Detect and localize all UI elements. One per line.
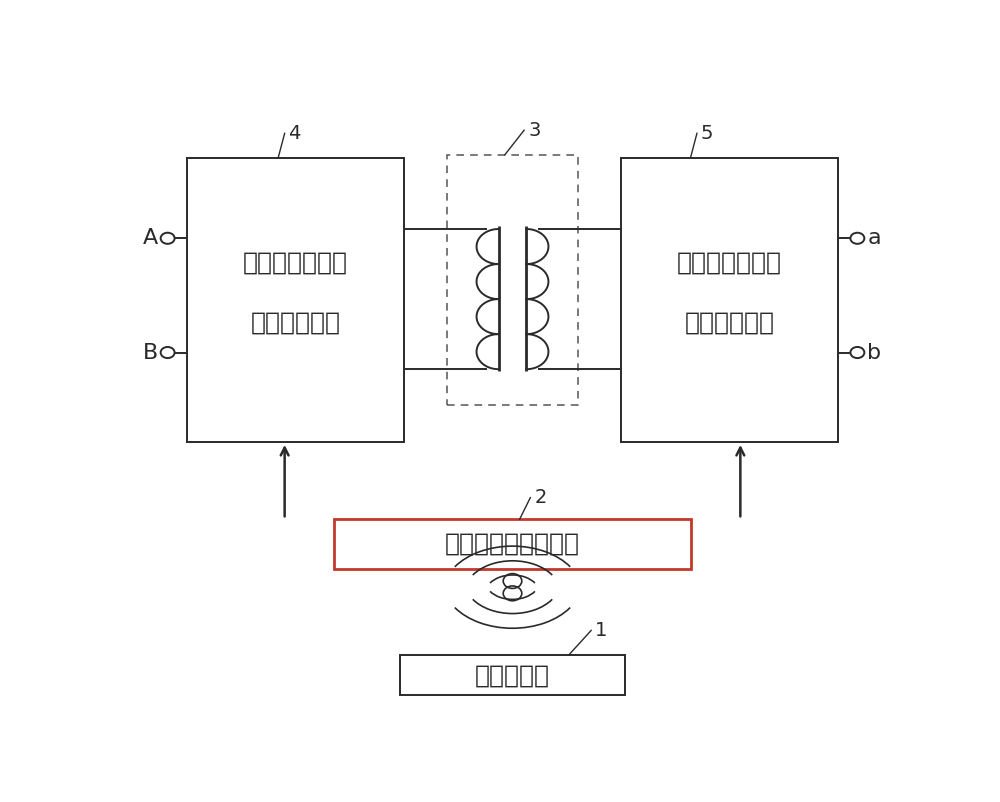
Text: 2: 2	[534, 488, 547, 507]
Text: 开关执行电路: 开关执行电路	[684, 310, 774, 334]
Text: 开关执行电路: 开关执行电路	[250, 310, 340, 334]
Text: 4: 4	[289, 124, 301, 143]
Text: 二次侧故障模拟: 二次侧故障模拟	[677, 251, 782, 275]
Text: A: A	[143, 229, 158, 249]
Text: 1: 1	[595, 621, 607, 640]
Text: 3: 3	[528, 121, 540, 140]
Text: a: a	[868, 229, 881, 249]
Text: B: B	[143, 342, 158, 363]
Text: b: b	[867, 342, 881, 363]
Text: 无线发射器: 无线发射器	[475, 663, 550, 687]
Text: 5: 5	[701, 124, 713, 143]
Text: 一次侧故障模拟: 一次侧故障模拟	[243, 251, 348, 275]
Text: 无线开关控制驱动器: 无线开关控制驱动器	[445, 532, 580, 556]
